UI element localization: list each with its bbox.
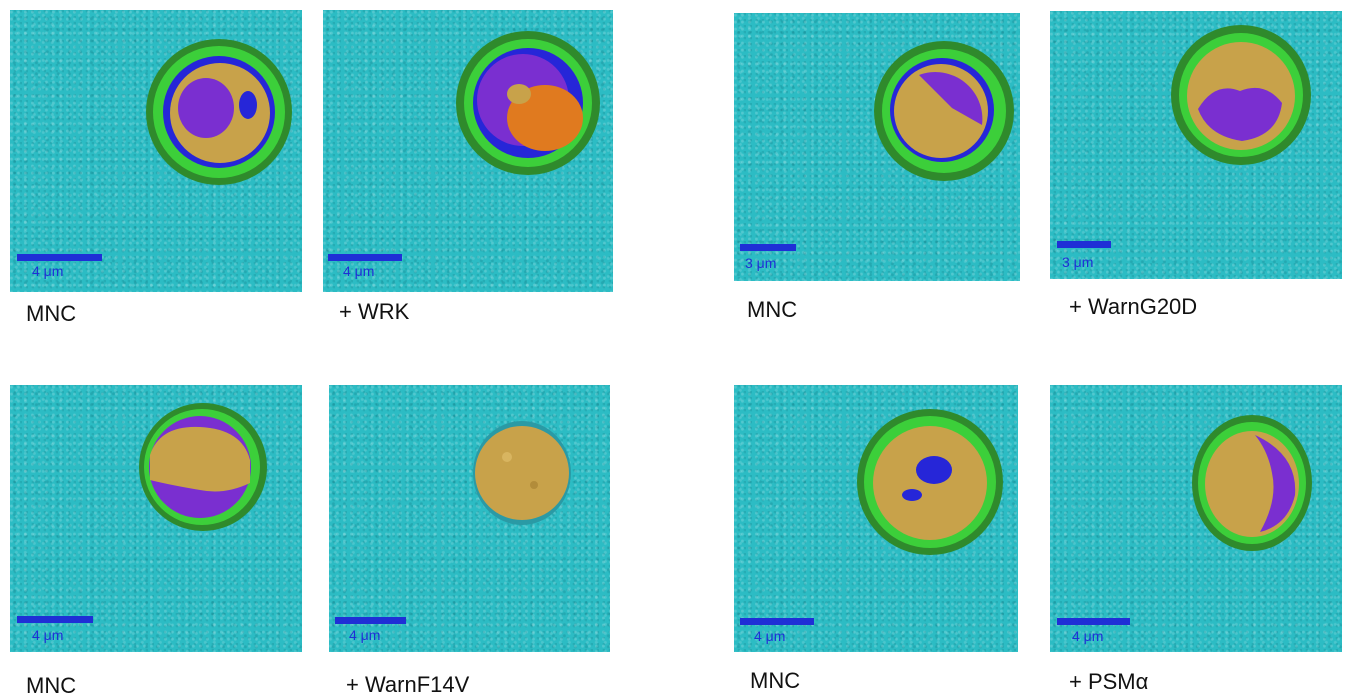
panel-caption: + WarnF14V (346, 672, 470, 697)
panel-caption: + WRK (339, 299, 410, 324)
image-panel-wrk: 4 μm (323, 10, 613, 292)
panel-caption: MNC (26, 673, 77, 698)
scale-label: 4 μm (343, 263, 375, 279)
scale-label: 4 μm (349, 627, 381, 643)
scale-bar (17, 616, 93, 623)
scale-label: 4 μm (32, 627, 64, 643)
scale-bar (17, 254, 102, 261)
panel-caption: + WarnG20D (1069, 294, 1198, 319)
cell-image (456, 31, 600, 175)
cell-image (1192, 415, 1312, 551)
image-panel-warnf14v: 4 μm (329, 385, 610, 652)
panel-caption: MNC (750, 668, 801, 693)
scale-bar (1057, 618, 1130, 625)
scale-label: 3 μm (1062, 254, 1094, 270)
cell-image (857, 409, 1003, 555)
image-panel-mnc-4: 4 μm (734, 385, 1018, 652)
cell-image (139, 403, 267, 531)
panel-caption: MNC (747, 297, 798, 322)
scale-label: 4 μm (754, 628, 786, 644)
scale-label: 3 μm (745, 255, 777, 271)
image-panel-mnc-1: 4 μm (10, 10, 302, 292)
cell-image (874, 41, 1014, 181)
panel-caption: + PSMα (1069, 669, 1149, 694)
image-panel-warng20d: 3 μm (1050, 11, 1342, 279)
image-panel-mnc-2: 3 μm (734, 13, 1020, 281)
panel-caption: MNC (26, 301, 77, 326)
scale-bar (1057, 241, 1111, 248)
scale-bar (740, 244, 796, 251)
scale-label: 4 μm (32, 263, 64, 279)
scale-bar (740, 618, 814, 625)
cell-image (146, 39, 292, 185)
scale-bar (335, 617, 406, 624)
cell-image (1171, 25, 1311, 165)
cell-image (473, 421, 571, 525)
scale-bar (328, 254, 402, 261)
image-panel-psma: 4 μm (1050, 385, 1342, 652)
scale-label: 4 μm (1072, 628, 1104, 644)
image-panel-mnc-3: 4 μm (10, 385, 302, 652)
